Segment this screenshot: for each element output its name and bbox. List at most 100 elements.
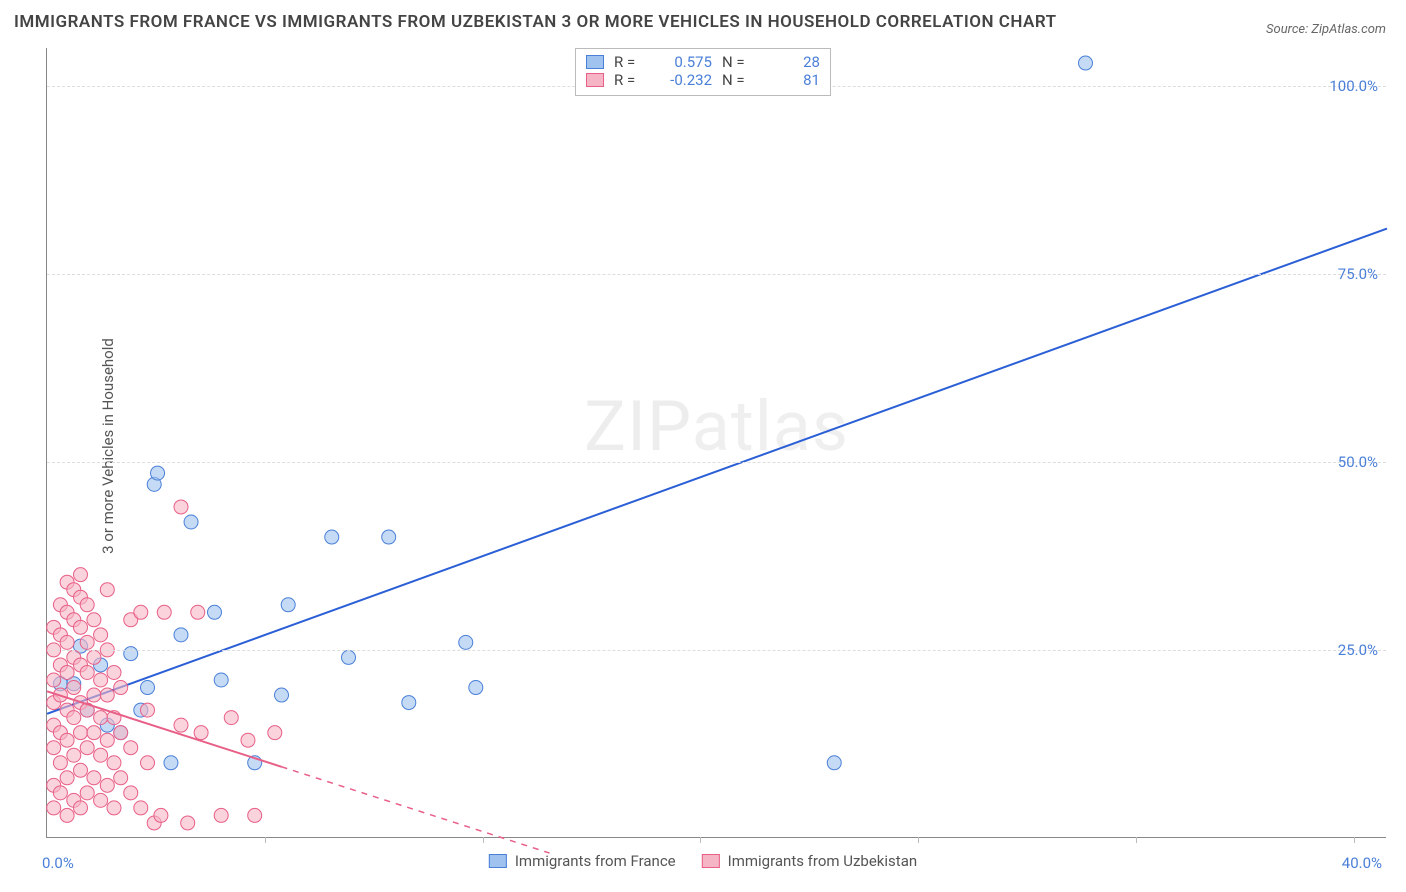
data-point — [248, 808, 262, 822]
data-point — [402, 696, 416, 710]
data-point — [191, 605, 205, 619]
data-point — [74, 763, 88, 777]
data-point — [74, 726, 88, 740]
data-point — [80, 635, 94, 649]
stats-n-value: 81 — [762, 71, 820, 89]
data-point — [164, 756, 178, 770]
data-point — [224, 711, 238, 725]
data-point — [114, 726, 128, 740]
data-point — [94, 673, 108, 687]
data-point — [100, 778, 114, 792]
legend-label: Immigrants from Uzbekistan — [728, 852, 918, 870]
data-point — [459, 635, 473, 649]
data-point — [67, 748, 81, 762]
data-point — [184, 515, 198, 529]
data-point — [47, 673, 61, 687]
data-point — [107, 665, 121, 679]
data-point — [87, 688, 101, 702]
gridline — [47, 274, 1386, 275]
data-point — [342, 650, 356, 664]
data-point — [275, 688, 289, 702]
data-point — [60, 665, 74, 679]
data-point — [47, 801, 61, 815]
x-tick-mark — [1354, 837, 1355, 843]
data-point — [100, 583, 114, 597]
chart-title: IMMIGRANTS FROM FRANCE VS IMMIGRANTS FRO… — [14, 12, 1057, 32]
data-point — [268, 726, 282, 740]
data-point — [174, 628, 188, 642]
data-point — [114, 681, 128, 695]
data-point — [94, 748, 108, 762]
data-point — [469, 681, 483, 695]
data-point — [47, 741, 61, 755]
data-point — [325, 530, 339, 544]
data-point — [174, 718, 188, 732]
x-axis-origin-tick: 0.0% — [42, 854, 74, 872]
legend-swatch — [586, 73, 604, 87]
data-point — [80, 665, 94, 679]
y-tick-label: 75.0% — [1338, 265, 1378, 283]
chart-plot-area: ZIPatlas 25.0%50.0%75.0%100.0% — [46, 48, 1386, 838]
legend-label: Immigrants from France — [515, 852, 676, 870]
data-point — [74, 620, 88, 634]
source-attribution: Source: ZipAtlas.com — [1266, 22, 1386, 37]
y-tick-label: 100.0% — [1329, 77, 1378, 95]
stats-r-value: 0.575 — [654, 53, 712, 71]
data-point — [214, 673, 228, 687]
data-point — [80, 741, 94, 755]
data-point — [67, 681, 81, 695]
data-point — [87, 613, 101, 627]
stats-n-label: N = — [722, 53, 752, 71]
x-tick-mark — [483, 837, 484, 843]
data-point — [100, 688, 114, 702]
x-tick-mark — [1136, 837, 1137, 843]
data-point — [174, 500, 188, 514]
data-point — [281, 598, 295, 612]
data-point — [60, 771, 74, 785]
data-point — [87, 726, 101, 740]
data-point — [74, 568, 88, 582]
data-point — [124, 741, 138, 755]
data-point — [382, 530, 396, 544]
stats-n-value: 28 — [762, 53, 820, 71]
legend-swatch — [489, 854, 507, 868]
data-point — [208, 605, 222, 619]
stats-n-label: N = — [722, 71, 752, 89]
stats-row: R =0.575N =28 — [586, 53, 820, 71]
data-point — [124, 786, 138, 800]
scatter-plot-svg — [47, 48, 1386, 837]
regression-line-dashed — [282, 767, 550, 853]
data-point — [134, 605, 148, 619]
stats-r-value: -0.232 — [654, 71, 712, 89]
legend-item: Immigrants from Uzbekistan — [702, 852, 918, 870]
data-point — [100, 733, 114, 747]
stats-r-label: R = — [614, 71, 644, 89]
gridline — [47, 650, 1386, 651]
series-legend: Immigrants from France Immigrants from Uz… — [489, 852, 917, 870]
data-point — [53, 786, 67, 800]
data-point — [194, 726, 208, 740]
x-axis-end-tick: 40.0% — [1342, 854, 1382, 872]
data-point — [154, 808, 168, 822]
y-tick-label: 25.0% — [1338, 641, 1378, 659]
data-point — [1079, 56, 1093, 70]
data-point — [134, 801, 148, 815]
data-point — [87, 771, 101, 785]
data-point — [87, 650, 101, 664]
data-point — [827, 756, 841, 770]
data-point — [214, 808, 228, 822]
correlation-stats-legend: R =0.575N =28R =-0.232N =81 — [575, 48, 831, 96]
data-point — [60, 808, 74, 822]
data-point — [107, 801, 121, 815]
data-point — [80, 786, 94, 800]
data-point — [94, 711, 108, 725]
data-point — [141, 703, 155, 717]
legend-swatch — [702, 854, 720, 868]
data-point — [151, 466, 165, 480]
y-tick-label: 50.0% — [1338, 453, 1378, 471]
legend-swatch — [586, 55, 604, 69]
data-point — [114, 771, 128, 785]
x-tick-mark — [700, 837, 701, 843]
data-point — [241, 733, 255, 747]
regression-line — [47, 229, 1387, 714]
